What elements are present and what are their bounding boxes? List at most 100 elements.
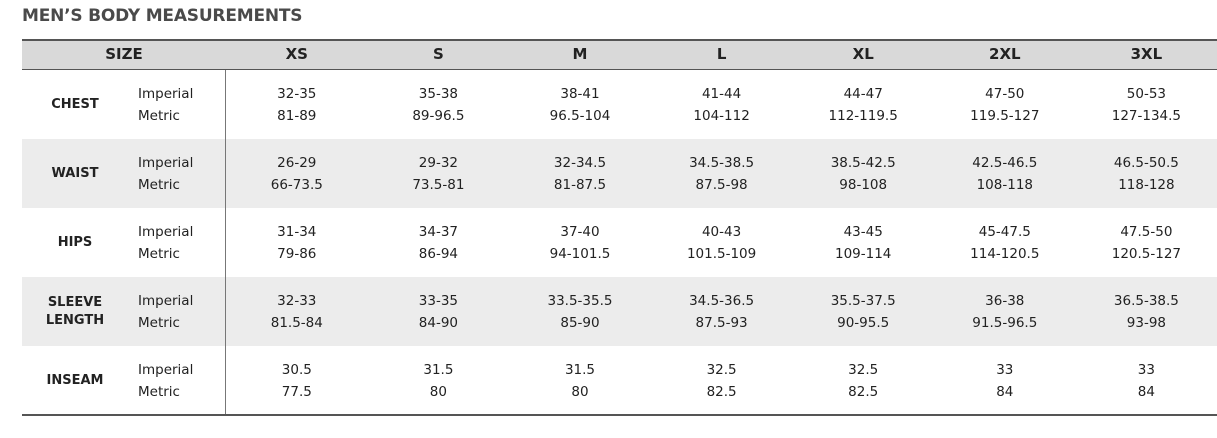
value-cell: 90-95.5 <box>837 315 890 331</box>
value-cell: 87.5-93 <box>695 315 748 331</box>
value-cell: 35-38 <box>418 86 458 102</box>
value-cell: 77.5 <box>281 384 312 400</box>
value-cell: 84 <box>996 384 1014 400</box>
unit-label: Imperial <box>138 362 194 378</box>
size-header: L <box>716 45 727 63</box>
title: MEN’S BODY MEASUREMENTS <box>22 6 303 26</box>
value-cell: 46.5-50.5 <box>1113 155 1179 171</box>
value-cell: 91.5-96.5 <box>972 315 1038 331</box>
value-cell: 94-101.5 <box>549 246 611 262</box>
value-cell: 79-86 <box>277 246 317 262</box>
value-cell: 84-90 <box>418 315 458 331</box>
value-cell: 32.5 <box>848 362 879 378</box>
value-cell: 42.5-46.5 <box>972 155 1038 171</box>
corner-header: SIZE <box>105 45 143 63</box>
value-cell: 38.5-42.5 <box>830 155 896 171</box>
value-cell: 84 <box>1137 384 1155 400</box>
value-cell: 43-45 <box>843 224 883 240</box>
value-cell: 47.5-50 <box>1120 224 1173 240</box>
table-row <box>22 277 1217 346</box>
size-header: S <box>432 45 444 63</box>
unit-label: Imperial <box>138 224 194 240</box>
value-cell: 108-118 <box>976 177 1033 193</box>
value-cell: 41-44 <box>701 86 742 102</box>
value-cell: 81-87.5 <box>553 177 607 193</box>
value-cell: 29-32 <box>418 155 458 171</box>
value-cell: 104-112 <box>693 108 750 124</box>
value-cell: 89-96.5 <box>412 108 465 124</box>
value-cell: 44-47 <box>843 86 883 102</box>
row-label: CHEST <box>51 96 99 112</box>
value-cell: 40-43 <box>701 224 742 240</box>
value-cell: 118-128 <box>1118 177 1175 193</box>
value-cell: 45-47.5 <box>978 224 1031 240</box>
size-header: M <box>572 45 588 63</box>
value-cell: 31.5 <box>423 362 454 378</box>
row-label: INSEAM <box>46 372 104 388</box>
value-cell: 38-41 <box>560 86 600 102</box>
value-cell: 36.5-38.5 <box>1113 293 1179 309</box>
row-label: SLEEVE LENGTH <box>45 294 105 328</box>
divider <box>225 70 226 415</box>
value-cell: 32-34.5 <box>553 155 607 171</box>
unit-label: Metric <box>138 108 180 124</box>
value-cell: 120.5-127 <box>1111 246 1182 262</box>
value-cell: 35.5-37.5 <box>830 293 896 309</box>
value-cell: 31-34 <box>277 224 317 240</box>
value-cell: 30.5 <box>281 362 312 378</box>
unit-label: Metric <box>138 246 180 262</box>
value-cell: 33 <box>996 362 1014 378</box>
table-row <box>22 346 1217 415</box>
header-row <box>22 39 1217 70</box>
value-cell: 73.5-81 <box>412 177 465 193</box>
value-cell: 101.5-109 <box>686 246 757 262</box>
value-cell: 127-134.5 <box>1111 108 1182 124</box>
value-cell: 34-37 <box>418 224 458 240</box>
value-cell: 86-94 <box>418 246 458 262</box>
value-cell: 82.5 <box>848 384 879 400</box>
value-cell: 81-89 <box>277 108 317 124</box>
value-cell: 32.5 <box>706 362 737 378</box>
row-label: WAIST <box>51 165 99 181</box>
table-row <box>22 70 1217 139</box>
value-cell: 81.5-84 <box>270 315 323 331</box>
value-cell: 85-90 <box>560 315 600 331</box>
value-cell: 36-38 <box>985 293 1025 309</box>
size-table: SIZE XS S M L XL 2XL 3XL CHEST Imperial Metric 32-… <box>22 39 1217 416</box>
size-header: 3XL <box>1130 45 1163 63</box>
value-cell: 32-33 <box>277 293 317 309</box>
value-cell: 112-119.5 <box>828 108 898 124</box>
value-cell: 33 <box>1137 362 1155 378</box>
bottom-border <box>22 414 1217 416</box>
value-cell: 119.5-127 <box>970 108 1040 124</box>
row-label: HIPS <box>57 234 93 250</box>
value-cell: 114-120.5 <box>970 246 1040 262</box>
value-cell: 96.5-104 <box>549 108 611 124</box>
value-cell: 31.5 <box>564 362 596 378</box>
unit-label: Imperial <box>138 293 194 309</box>
value-cell: 80 <box>429 384 447 400</box>
value-cell: 93-98 <box>1126 315 1166 331</box>
unit-label: Imperial <box>138 155 194 171</box>
value-cell: 33-35 <box>418 293 458 309</box>
table-row <box>22 139 1217 208</box>
unit-label: Imperial <box>138 86 194 102</box>
value-cell: 66-73.5 <box>270 177 323 193</box>
size-header: XL <box>852 45 874 63</box>
value-cell: 33.5-35.5 <box>547 293 613 309</box>
value-cell: 26-29 <box>277 155 317 171</box>
unit-label: Metric <box>138 177 180 193</box>
unit-label: Metric <box>138 315 180 331</box>
value-cell: 50-53 <box>1126 86 1166 102</box>
value-cell: 109-114 <box>834 246 892 262</box>
value-cell: 37-40 <box>560 224 600 240</box>
table-row <box>22 208 1217 277</box>
value-cell: 34.5-36.5 <box>689 293 755 309</box>
value-cell: 98-108 <box>839 177 888 193</box>
value-cell: 47-50 <box>985 86 1025 102</box>
unit-label: Metric <box>138 384 180 400</box>
value-cell: 34.5-38.5 <box>689 155 755 171</box>
size-header: XS <box>285 45 308 63</box>
value-cell: 80 <box>571 384 589 400</box>
